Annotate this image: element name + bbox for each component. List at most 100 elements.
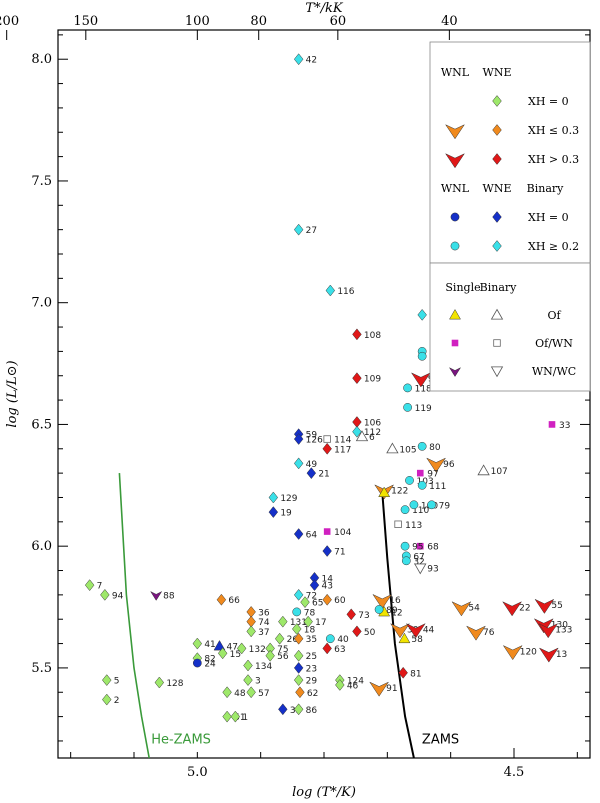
data-point (292, 623, 302, 635)
data-point (154, 676, 165, 689)
point-label: 47 (227, 643, 238, 653)
point-label: 133 (555, 625, 572, 635)
data-point (278, 615, 288, 628)
curve-he-zams (118, 473, 150, 759)
point-label: 22 (519, 604, 530, 614)
curve-zams (381, 492, 415, 759)
data-point (394, 520, 402, 528)
point-label: 120 (520, 647, 537, 657)
point-label: 116 (337, 287, 354, 297)
point-label: 75 (277, 645, 288, 655)
point-label: 19 (280, 509, 292, 519)
data-point (293, 632, 304, 645)
data-point (246, 625, 256, 638)
data-point (293, 433, 304, 445)
data-point (417, 308, 427, 321)
data-point (398, 666, 408, 679)
data-point (192, 637, 203, 650)
point-label: 112 (364, 428, 381, 438)
data-point (400, 541, 410, 551)
point-label: 73 (358, 611, 369, 621)
data-point (236, 642, 247, 655)
point-label: 81 (410, 669, 421, 679)
point-label: 94 (112, 591, 124, 601)
legend-marker (490, 308, 504, 320)
legend-marker (492, 95, 502, 107)
point-label: 16 (389, 596, 401, 606)
legend-label: XH = 0 (528, 211, 569, 224)
legend-box-upper (429, 41, 591, 264)
point-label: 122 (391, 487, 408, 497)
data-point (222, 686, 232, 699)
point-label: 25 (306, 652, 317, 662)
data-point (502, 601, 523, 617)
legend-marker (493, 339, 501, 347)
point-label: 42 (306, 56, 317, 66)
legend-marker (444, 153, 466, 169)
point-label: 41 (204, 640, 215, 650)
legend-label: XH = 0 (528, 95, 569, 108)
point-label: 95 (412, 543, 423, 553)
legend-col-header: Single (445, 281, 480, 294)
point-label: 6 (369, 433, 375, 443)
data-point (352, 372, 362, 385)
legend-marker (492, 153, 502, 165)
data-point (295, 686, 305, 699)
point-label: 17 (315, 618, 326, 628)
data-point (325, 634, 335, 644)
data-point (352, 425, 362, 438)
data-point (409, 500, 419, 510)
legend-marker (451, 339, 459, 347)
data-point (243, 659, 253, 672)
data-point (414, 563, 427, 575)
point-label: 67 (413, 552, 424, 562)
point-label: 33 (559, 421, 570, 431)
data-point (293, 649, 304, 662)
legend-marker (492, 124, 502, 136)
data-point (293, 674, 304, 686)
data-point (403, 383, 412, 393)
point-label: 3 (255, 677, 261, 687)
point-label: 35 (306, 635, 317, 645)
data-point (303, 615, 313, 628)
legend-marker (492, 211, 502, 223)
data-point (230, 710, 241, 723)
data-point (416, 542, 424, 550)
point-label: 93 (427, 565, 438, 575)
point-label: 54 (468, 604, 480, 614)
legend-marker (449, 308, 461, 320)
point-label: 78 (304, 608, 316, 618)
legend-marker (492, 240, 502, 252)
data-point (538, 647, 559, 663)
data-point (426, 457, 447, 473)
point-label: 110 (412, 506, 429, 516)
data-point (293, 703, 304, 716)
legend-marker (444, 124, 466, 140)
data-point (278, 703, 288, 716)
data-point (389, 623, 411, 639)
top-tick-label: 150 (73, 14, 98, 29)
point-label: 15 (230, 650, 241, 660)
point-label: 88 (163, 591, 175, 601)
point-label: 80 (429, 443, 441, 453)
data-point (355, 430, 369, 442)
data-point (265, 649, 275, 662)
point-label: 21 (318, 470, 329, 480)
data-point (293, 528, 304, 540)
data-point (405, 476, 414, 485)
point-label: 76 (483, 628, 495, 638)
x-tick-label: 4.5 (504, 765, 525, 780)
data-point (293, 457, 304, 470)
legend-marker (490, 366, 504, 378)
y-tick-label: 6.5 (31, 417, 52, 432)
y-axis-title: log (L/L⊙) (5, 360, 20, 427)
data-point (386, 442, 399, 454)
point-label: 62 (307, 689, 318, 699)
data-point (405, 623, 426, 639)
data-point (322, 545, 332, 557)
point-label: 37 (258, 628, 269, 638)
point-label: 113 (405, 521, 422, 531)
point-label: 56 (277, 652, 289, 662)
top-tick-label: 60 (330, 14, 347, 29)
curve-label-zams: ZAMS (422, 732, 459, 747)
